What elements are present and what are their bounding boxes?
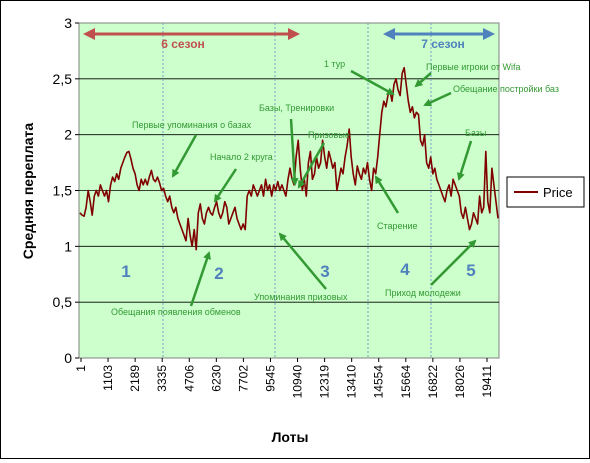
annotation-first-tour: 1 тур [324, 59, 345, 69]
x-tick-label: 15664 [399, 365, 413, 399]
y-axis-title: Средняя переплата [20, 123, 36, 260]
x-tick-label: 14554 [372, 365, 386, 399]
annotation-second-round: Начало 2 круга [210, 152, 273, 162]
x-tick-label: 4706 [182, 365, 196, 392]
annotation-prize-mentions: Упоминания призовых [254, 292, 348, 302]
x-tick-label: 13410 [345, 365, 359, 399]
period-label-4: 4 [400, 260, 410, 279]
annotation-arrows [171, 69, 477, 307]
annotation-bases: Базы [465, 128, 486, 138]
x-tick-label: 1103 [101, 365, 115, 391]
x-tick-label: 2189 [128, 365, 142, 392]
annotation-youth-arrival: Приход молодежи [385, 288, 461, 298]
annotation-bases-construction: Обещание постройки баз [453, 84, 559, 94]
x-axis-ticks: 1 1103 2189 3335 4706 6230 7702 9545 10940 12319 1… [74, 358, 494, 398]
x-tick-label: 3335 [155, 365, 169, 392]
x-tick-label: 10940 [291, 365, 305, 399]
y-tick-label: 0 [64, 350, 72, 366]
y-tick-label: 0,5 [53, 294, 73, 310]
y-tick-label: 2,5 [53, 71, 73, 87]
season-6-marker: 6 сезон [83, 28, 300, 51]
annotation-exchanges-promise: Обещания появления обменов [111, 307, 241, 317]
x-tick-label: 9545 [263, 365, 277, 392]
period-label-2: 2 [214, 264, 223, 283]
x-tick-label: 7702 [236, 365, 250, 392]
x-tick-label: 1 [74, 365, 88, 372]
y-axis-ticks: 0 0,5 1 1,5 2 2,5 3 [53, 15, 79, 366]
y-tick-label: 2 [64, 127, 72, 143]
x-tick-label: 16822 [426, 365, 440, 399]
period-label-3: 3 [320, 262, 329, 281]
season-6-label: 6 сезон [161, 37, 205, 51]
x-tick-label: 19411 [480, 365, 494, 398]
x-tick-label: 12319 [318, 365, 332, 399]
y-tick-label: 3 [64, 15, 72, 31]
annotation-bases-first-mentions: Первые упоминания о базах [132, 120, 252, 130]
annotation-wifa-players: Первые игроки от Wifa [426, 62, 520, 72]
x-tick-label: 6230 [209, 365, 223, 392]
legend-entry-price: Price [543, 185, 573, 200]
period-label-1: 1 [121, 262, 130, 281]
x-axis-title: Лоты [272, 429, 309, 445]
y-tick-label: 1 [64, 238, 72, 254]
y-tick-label: 1,5 [53, 183, 73, 199]
season-7-marker: 7 сезон [383, 28, 495, 51]
annotation-prizes: Призовые [308, 130, 350, 140]
season-7-label: 7 сезон [421, 37, 465, 51]
legend: Price [506, 176, 585, 208]
period-label-5: 5 [466, 261, 475, 280]
annotation-aging: Старение [377, 221, 418, 231]
x-tick-label: 18026 [453, 365, 467, 399]
annotation-bases-training: Базы, Тренировки [259, 103, 334, 113]
series-line-price [79, 66, 499, 251]
